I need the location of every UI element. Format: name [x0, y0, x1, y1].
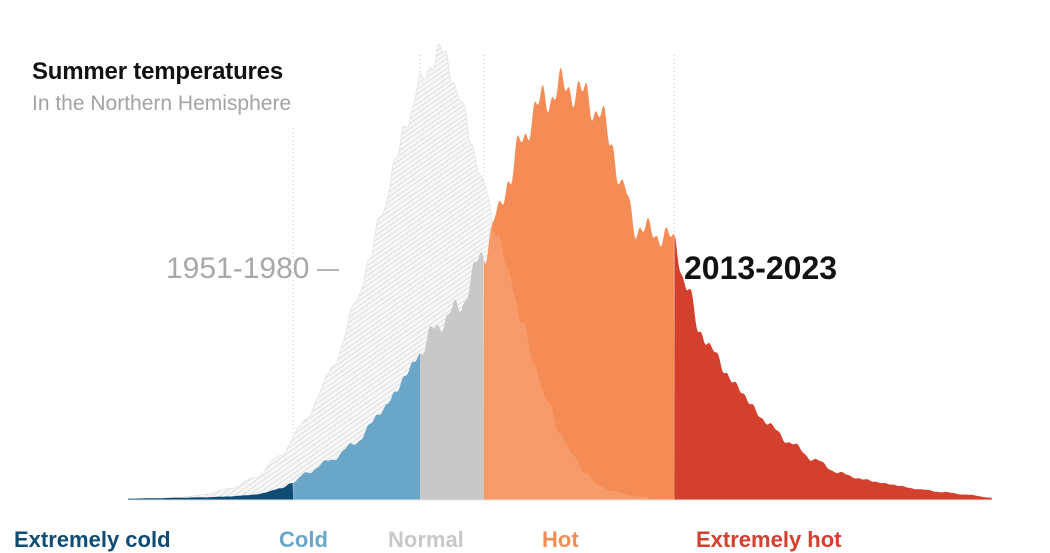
- series-2013-2023-area-normal: [420, 251, 484, 500]
- chart-title: Summer temperatures: [32, 58, 283, 85]
- baseline-overlay: [483, 181, 649, 500]
- chart-subtitle: In the Northern Hemisphere: [32, 92, 292, 115]
- series-label-baseline-text: 1951-1980: [166, 252, 310, 285]
- category-label-hot: Hot: [542, 527, 579, 552]
- category-label-normal: Normal: [388, 527, 464, 552]
- series-label-baseline: 1951-1980: [166, 252, 340, 286]
- series-2013-2023-area-extremely-hot: [674, 234, 992, 501]
- category-label-cold: Cold: [279, 527, 328, 552]
- series-label-baseline-leader: [317, 269, 340, 272]
- series-label-recent: 2013-2023: [684, 250, 838, 286]
- category-label-extremely-hot: Extremely hot: [696, 527, 842, 552]
- series-2013-2023-area-hot: [483, 67, 675, 501]
- series-2013-2023-area-cold: [293, 353, 421, 500]
- category-label-extremely-cold: Extremely cold: [14, 527, 171, 552]
- series-2013-2023-area-extremely-cold: [128, 483, 294, 500]
